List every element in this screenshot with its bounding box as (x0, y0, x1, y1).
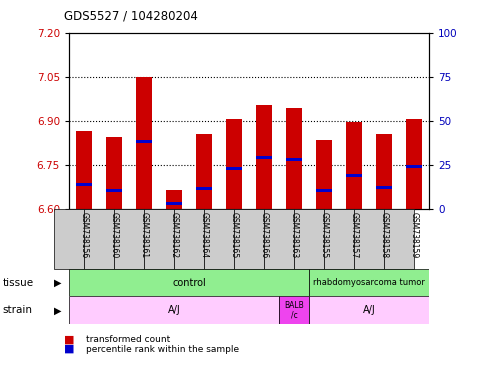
Text: ▶: ▶ (54, 305, 62, 315)
Text: GSM738165: GSM738165 (229, 212, 239, 258)
Bar (136, 140, 152, 143)
Text: GSM738160: GSM738160 (109, 212, 118, 258)
Bar (406, 119, 422, 209)
Bar (76, 131, 92, 209)
Text: BALB
/c: BALB /c (284, 301, 304, 319)
Bar (294, 209, 324, 269)
Bar (279, 296, 309, 324)
Bar (256, 156, 272, 159)
Text: GSM738159: GSM738159 (409, 212, 419, 258)
Bar (346, 122, 362, 209)
Bar (84, 209, 114, 269)
Text: GSM738163: GSM738163 (289, 212, 298, 258)
Bar (166, 190, 182, 209)
Bar (226, 167, 242, 169)
Bar (376, 186, 392, 189)
Bar (346, 174, 362, 177)
Bar (286, 108, 302, 209)
Bar (136, 77, 152, 209)
Bar (309, 296, 429, 324)
Text: strain: strain (2, 305, 33, 315)
Text: ▶: ▶ (54, 278, 62, 288)
Text: GSM738162: GSM738162 (170, 212, 178, 258)
Text: GSM738156: GSM738156 (79, 212, 89, 258)
Text: tissue: tissue (2, 278, 34, 288)
Text: rhabdomyosarcoma tumor: rhabdomyosarcoma tumor (313, 278, 425, 287)
Bar (286, 158, 302, 161)
Text: transformed count: transformed count (86, 335, 171, 344)
Bar (309, 269, 429, 296)
Bar (54, 209, 84, 269)
Bar (196, 187, 212, 190)
Bar (114, 209, 144, 269)
Bar (69, 296, 279, 324)
Bar (316, 140, 332, 209)
Bar (406, 165, 422, 168)
Text: GSM738157: GSM738157 (350, 212, 358, 258)
Bar (144, 209, 174, 269)
Bar (264, 209, 294, 269)
Text: GSM738164: GSM738164 (200, 212, 209, 258)
Bar (324, 209, 354, 269)
Bar (106, 189, 122, 192)
Text: ■: ■ (64, 344, 74, 354)
Bar (376, 134, 392, 209)
Bar (316, 189, 332, 192)
Bar (234, 209, 264, 269)
Bar (226, 119, 242, 209)
Bar (204, 209, 234, 269)
Text: GSM738161: GSM738161 (140, 212, 148, 258)
Text: GSM738166: GSM738166 (259, 212, 269, 258)
Bar (174, 209, 204, 269)
Bar (196, 134, 212, 209)
Bar (354, 209, 384, 269)
Text: A/J: A/J (168, 305, 180, 315)
Text: percentile rank within the sample: percentile rank within the sample (86, 344, 240, 354)
Bar (76, 183, 92, 186)
Bar (106, 137, 122, 209)
Bar (166, 202, 182, 205)
Text: GDS5527 / 104280204: GDS5527 / 104280204 (64, 10, 198, 23)
Bar (256, 105, 272, 209)
Text: GSM738158: GSM738158 (380, 212, 388, 258)
Text: control: control (172, 278, 206, 288)
Bar (384, 209, 414, 269)
Bar (69, 269, 309, 296)
Text: A/J: A/J (362, 305, 375, 315)
Text: ■: ■ (64, 334, 74, 344)
Text: GSM738155: GSM738155 (319, 212, 328, 258)
